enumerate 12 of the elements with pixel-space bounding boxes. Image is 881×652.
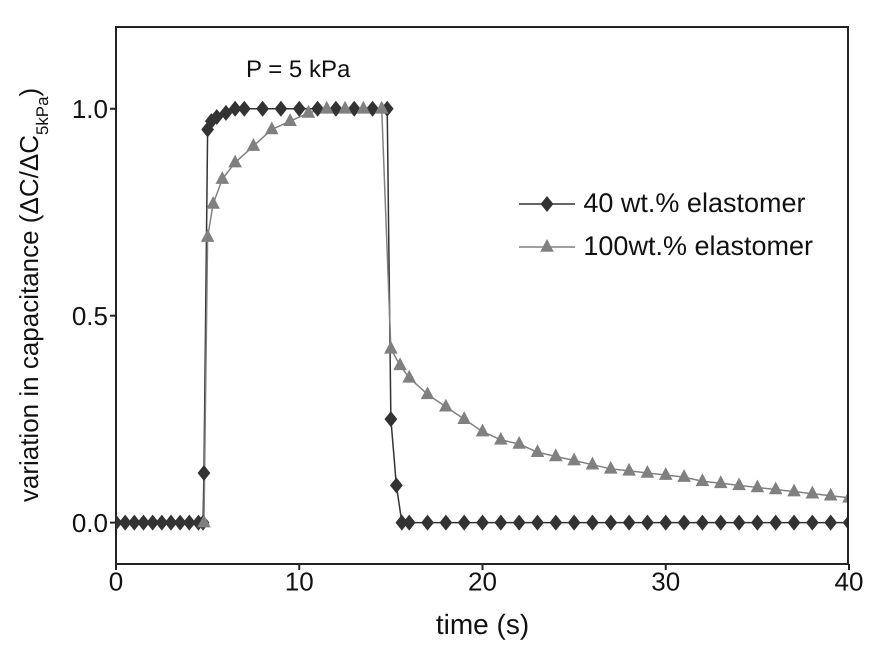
legend-label: 40 wt.% elastomer <box>583 188 806 219</box>
x-tick-label: 20 <box>468 566 497 596</box>
x-tick-label: 10 <box>284 566 314 596</box>
x-tick-label: 0 <box>108 566 124 596</box>
x-tick-label: 30 <box>651 566 680 596</box>
y-tick-label: 0.0 <box>72 508 108 538</box>
y-tick-label: 0.5 <box>72 300 108 331</box>
x-axis-title: time (s) <box>436 609 530 640</box>
y-tick-label: 1.0 <box>72 94 108 124</box>
legend-label: 100wt.% elastomer <box>583 231 813 262</box>
x-tick-label: 40 <box>834 566 864 596</box>
annotation: P = 5 kPa <box>246 56 350 84</box>
